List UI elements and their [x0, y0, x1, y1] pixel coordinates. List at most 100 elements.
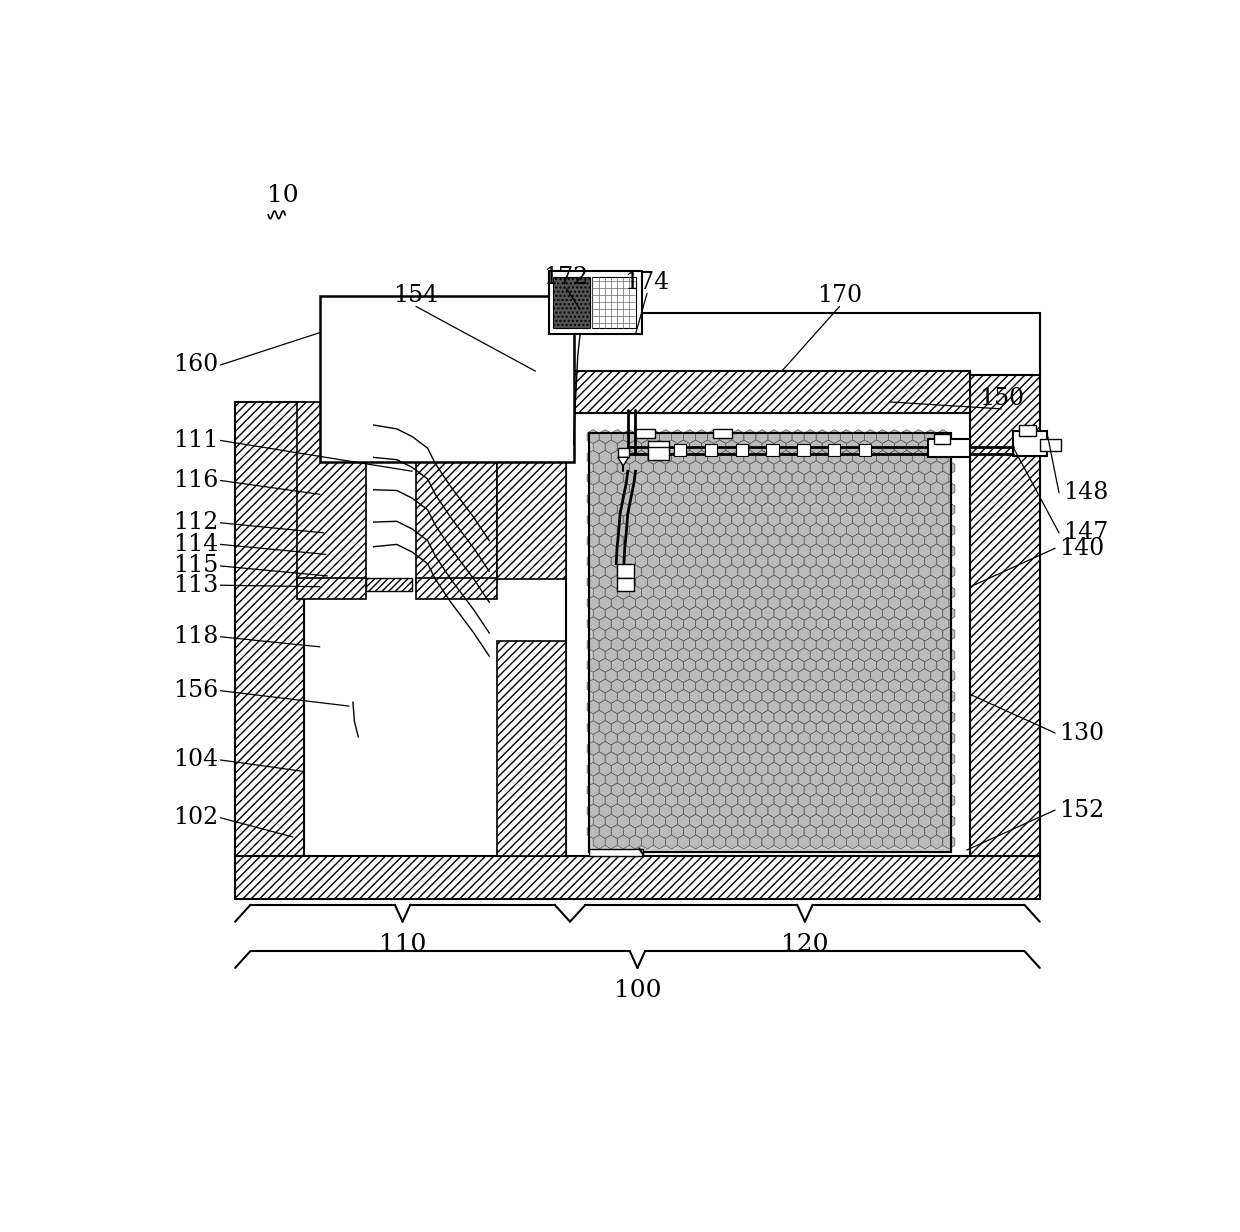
Polygon shape [683, 763, 696, 776]
Polygon shape [942, 669, 955, 683]
Polygon shape [810, 772, 822, 786]
Polygon shape [719, 742, 732, 755]
Polygon shape [877, 596, 889, 610]
Polygon shape [696, 700, 708, 713]
Polygon shape [900, 763, 913, 776]
Polygon shape [750, 482, 761, 495]
Polygon shape [605, 711, 618, 724]
Polygon shape [708, 471, 719, 485]
Polygon shape [919, 524, 931, 537]
Polygon shape [719, 824, 732, 839]
Polygon shape [877, 430, 889, 444]
Polygon shape [900, 471, 913, 485]
Polygon shape [942, 814, 955, 828]
Polygon shape [931, 524, 942, 537]
Polygon shape [768, 721, 780, 734]
Polygon shape [653, 835, 666, 849]
Polygon shape [894, 606, 906, 620]
Polygon shape [925, 554, 936, 568]
Polygon shape [828, 784, 841, 797]
Polygon shape [774, 772, 786, 786]
Polygon shape [593, 461, 605, 474]
Polygon shape [841, 513, 852, 527]
Polygon shape [894, 627, 906, 641]
Polygon shape [630, 648, 641, 662]
Polygon shape [719, 679, 732, 692]
Polygon shape [689, 835, 702, 849]
Polygon shape [689, 585, 702, 600]
Bar [497, 313, 1040, 375]
Polygon shape [919, 606, 931, 620]
Polygon shape [750, 503, 761, 516]
Bar [296, 578, 366, 599]
Polygon shape [593, 648, 605, 662]
Polygon shape [816, 679, 828, 692]
Polygon shape [858, 606, 870, 620]
Polygon shape [605, 564, 618, 579]
Polygon shape [666, 524, 677, 537]
Polygon shape [942, 772, 955, 786]
Polygon shape [864, 617, 877, 631]
Polygon shape [852, 617, 864, 631]
Polygon shape [618, 793, 629, 807]
Polygon shape [841, 596, 852, 610]
Polygon shape [725, 503, 738, 516]
Polygon shape [858, 564, 870, 579]
Bar [589, 432, 951, 853]
Polygon shape [847, 545, 858, 558]
Polygon shape [913, 700, 925, 713]
Polygon shape [883, 440, 894, 453]
Polygon shape [768, 784, 780, 797]
Bar [618, 448, 629, 457]
Polygon shape [847, 772, 858, 786]
Polygon shape [714, 669, 725, 683]
Polygon shape [624, 721, 635, 734]
Polygon shape [858, 711, 870, 724]
Polygon shape [689, 461, 702, 474]
Polygon shape [714, 835, 725, 849]
Polygon shape [889, 513, 900, 527]
Polygon shape [588, 513, 599, 527]
Polygon shape [828, 658, 841, 673]
Polygon shape [768, 637, 780, 652]
Polygon shape [883, 606, 894, 620]
Polygon shape [599, 824, 611, 839]
Polygon shape [870, 440, 883, 453]
Polygon shape [852, 763, 864, 776]
Polygon shape [942, 627, 955, 641]
Polygon shape [828, 700, 841, 713]
Polygon shape [900, 492, 913, 506]
Polygon shape [599, 721, 611, 734]
Polygon shape [786, 690, 799, 703]
Polygon shape [774, 606, 786, 620]
Polygon shape [677, 482, 689, 495]
Polygon shape [906, 482, 919, 495]
Polygon shape [822, 752, 835, 766]
Polygon shape [763, 648, 774, 662]
Polygon shape [870, 545, 883, 558]
Polygon shape [624, 575, 635, 589]
Bar [417, 402, 497, 583]
Polygon shape [786, 752, 799, 766]
Polygon shape [768, 658, 780, 673]
Polygon shape [677, 503, 689, 516]
Polygon shape [883, 772, 894, 786]
Polygon shape [870, 835, 883, 849]
Polygon shape [624, 554, 635, 568]
Polygon shape [877, 679, 889, 692]
Polygon shape [889, 533, 900, 547]
Polygon shape [919, 461, 931, 474]
Polygon shape [852, 803, 864, 818]
Polygon shape [889, 658, 900, 673]
Polygon shape [889, 700, 900, 713]
Polygon shape [931, 564, 942, 579]
Polygon shape [768, 575, 780, 589]
Polygon shape [744, 824, 756, 839]
Polygon shape [588, 617, 599, 631]
Polygon shape [630, 814, 641, 828]
Polygon shape [738, 606, 750, 620]
Polygon shape [925, 513, 936, 527]
Polygon shape [931, 835, 942, 849]
Polygon shape [780, 824, 792, 839]
Polygon shape [906, 835, 919, 849]
